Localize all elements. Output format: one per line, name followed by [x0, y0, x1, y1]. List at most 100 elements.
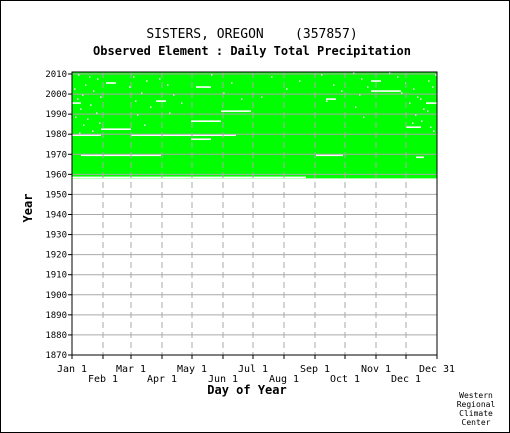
- missing-day: [80, 108, 82, 110]
- missing-day: [100, 96, 102, 98]
- missing-day: [79, 132, 81, 134]
- missing-day: [211, 74, 213, 76]
- missing-day: [286, 88, 288, 90]
- missing-day: [271, 76, 273, 78]
- missing-segment: [426, 102, 437, 104]
- y-tick-label: 1930: [45, 231, 67, 241]
- missing-segment: [72, 176, 306, 179]
- x-tick-label: Nov 1: [361, 364, 391, 375]
- grid-layer: [72, 72, 437, 355]
- missing-day: [413, 88, 415, 90]
- x-tick-label: Mar 1: [116, 364, 146, 375]
- missing-day: [74, 88, 76, 90]
- y-tick-label: 1920: [45, 251, 67, 261]
- missing-segment: [371, 80, 381, 82]
- y-tick-label: 1990: [45, 110, 67, 120]
- missing-segment: [406, 126, 421, 128]
- missing-day: [173, 94, 175, 96]
- missing-day: [433, 130, 435, 132]
- missing-segment: [101, 128, 131, 131]
- missing-day: [389, 72, 391, 74]
- missing-day: [135, 100, 137, 102]
- missing-day: [89, 76, 91, 78]
- y-tick-label: 1950: [45, 190, 67, 200]
- y-tick-label: 1940: [45, 211, 67, 221]
- missing-day: [231, 82, 233, 84]
- credit-line: Regional: [457, 400, 496, 409]
- data-layer: [72, 72, 437, 179]
- missing-day: [133, 76, 135, 78]
- missing-day: [223, 92, 225, 94]
- missing-day: [97, 78, 99, 80]
- missing-day: [432, 86, 434, 88]
- y-tick-label: 1910: [45, 271, 67, 281]
- chart-subtitle: Observed Element : Daily Total Precipita…: [93, 44, 411, 58]
- missing-day: [321, 74, 323, 76]
- y-tick-label: 1970: [45, 150, 67, 160]
- x-tick-label: Feb 1: [88, 374, 118, 385]
- missing-day: [159, 78, 161, 80]
- missing-day: [423, 108, 425, 110]
- missing-day: [137, 114, 139, 116]
- missing-day: [435, 74, 437, 76]
- credit-line: Center: [462, 418, 491, 427]
- x-tick-label: Apr 1: [147, 374, 177, 385]
- x-tick-label: Jan 1: [57, 364, 87, 375]
- missing-segment: [191, 138, 211, 141]
- missing-segment: [371, 90, 401, 92]
- missing-day: [150, 106, 152, 108]
- missing-segment: [106, 82, 116, 84]
- missing-day: [241, 98, 243, 100]
- missing-day: [401, 92, 403, 94]
- missing-day: [167, 84, 169, 86]
- missing-day: [144, 124, 146, 126]
- missing-day: [129, 86, 131, 88]
- missing-day: [96, 112, 98, 114]
- missing-day: [421, 120, 423, 122]
- missing-day: [93, 90, 95, 92]
- missing-day: [92, 130, 94, 132]
- y-axis-label: Year: [21, 194, 35, 223]
- x-tick-label: Jul 1: [238, 364, 268, 375]
- missing-day: [359, 94, 361, 96]
- missing-segment: [131, 134, 236, 137]
- x-tick-label: May 1: [177, 364, 207, 375]
- x-tick-label: Dec 31: [419, 364, 455, 375]
- missing-day: [363, 116, 365, 118]
- missing-segment: [316, 154, 343, 157]
- missing-day: [341, 90, 343, 92]
- x-tick-label: Sep 1: [300, 364, 330, 375]
- missing-segment: [72, 134, 101, 137]
- missing-segment: [326, 98, 336, 100]
- y-tick-label: 1870: [45, 351, 67, 361]
- missing-day: [353, 72, 355, 74]
- data-coverage-block: [72, 72, 437, 179]
- y-tick-label: 2010: [45, 70, 67, 80]
- missing-day: [326, 100, 328, 102]
- missing-day: [415, 114, 417, 116]
- missing-day: [83, 124, 85, 126]
- missing-day: [181, 102, 183, 104]
- credit-line: Climate: [459, 409, 493, 418]
- missing-segment: [221, 110, 251, 112]
- y-tick-label: 1960: [45, 170, 67, 180]
- plot-border: [71, 71, 438, 356]
- missing-day: [430, 126, 432, 128]
- missing-day: [261, 96, 263, 98]
- missing-segment: [81, 154, 161, 157]
- missing-day: [412, 122, 414, 124]
- y-tick-label: 1880: [45, 331, 67, 341]
- missing-day: [75, 116, 77, 118]
- missing-day: [87, 118, 89, 120]
- missing-day: [82, 94, 84, 96]
- y-tick-label: 1900: [45, 291, 67, 301]
- missing-day: [78, 74, 80, 76]
- missing-day: [420, 98, 422, 100]
- missing-day: [141, 92, 143, 94]
- y-axis-ticks: 1870 1880 1890 1900 1910 1920 1930 1940 1950 1960…: [45, 70, 72, 361]
- missing-segment: [156, 100, 166, 102]
- x-axis-label: Day of Year: [207, 383, 286, 397]
- missing-day: [77, 98, 79, 100]
